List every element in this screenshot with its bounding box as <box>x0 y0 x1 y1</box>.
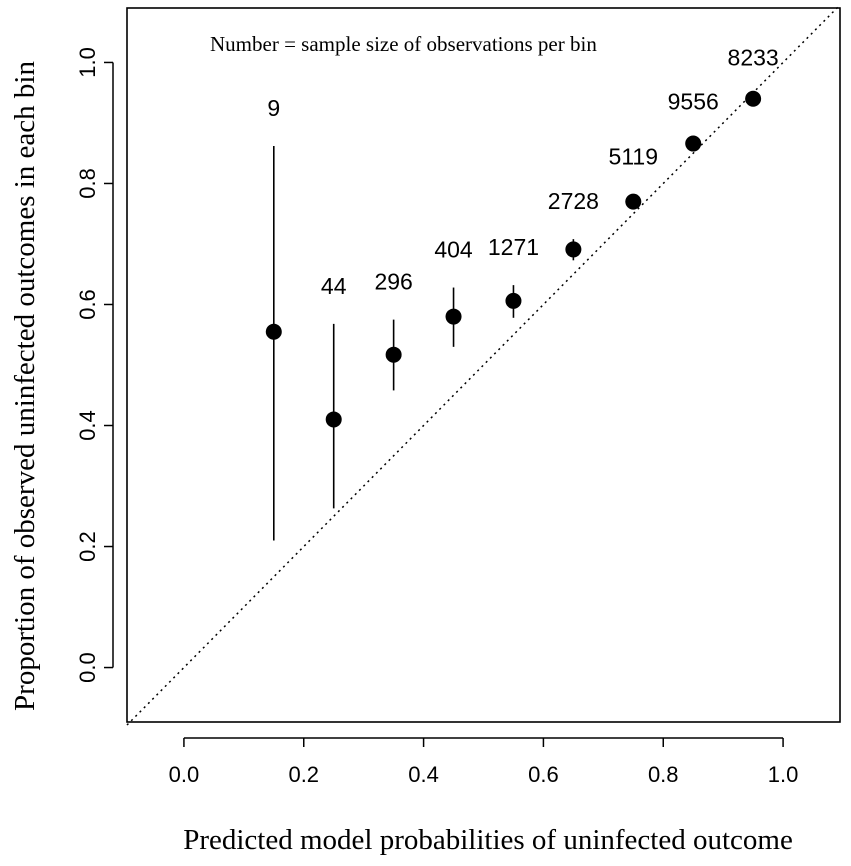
plot-frame <box>126 7 841 723</box>
data-series: 9 44 296 404 1271 2728 5119 9556 8233 <box>265 45 779 541</box>
y-tick-label: 0.6 <box>75 289 100 320</box>
sample-size-label: 9556 <box>668 88 719 114</box>
data-point <box>325 411 342 428</box>
sample-size-label: 44 <box>321 273 347 299</box>
y-tick-label: 1.0 <box>75 47 100 78</box>
data-point <box>385 346 402 363</box>
sample-size-label: 2728 <box>548 188 599 214</box>
x-tick-label: 0.2 <box>288 762 319 787</box>
data-point <box>685 135 702 152</box>
sample-size-label: 9 <box>267 95 280 121</box>
data-point <box>565 241 582 258</box>
y-tick-label: 0.8 <box>75 168 100 199</box>
y-tick-label: 0.2 <box>75 531 100 562</box>
x-tick-label: 0.8 <box>648 762 679 787</box>
data-point <box>265 323 282 340</box>
sample-size-label: 1271 <box>488 234 539 260</box>
reference-diagonal-line <box>126 4 841 726</box>
sample-size-annotation: Number = sample size of observations per… <box>210 32 597 56</box>
y-axis: 0.0 0.2 0.4 0.6 0.8 1.0 <box>75 47 114 683</box>
x-tick-label: 1.0 <box>768 762 799 787</box>
x-tick-label: 0.4 <box>408 762 439 787</box>
y-tick-label: 0.0 <box>75 652 100 683</box>
sample-size-label: 404 <box>434 237 473 263</box>
data-point <box>745 90 762 107</box>
data-point <box>505 292 522 309</box>
x-axis-title: Predicted model probabilities of uninfec… <box>183 824 793 856</box>
y-tick-label: 0.4 <box>75 410 100 441</box>
x-tick-label: 0.6 <box>528 762 559 787</box>
y-axis-title: Proportion of observed uninfected outcom… <box>9 61 41 711</box>
x-axis: 0.0 0.2 0.4 0.6 0.8 1.0 <box>169 737 799 787</box>
data-point <box>445 308 462 325</box>
data-point <box>625 193 642 210</box>
sample-size-label: 5119 <box>609 143 658 169</box>
sample-size-label: 296 <box>374 269 412 295</box>
x-tick-label: 0.0 <box>169 762 200 787</box>
sample-size-label: 8233 <box>728 45 779 71</box>
